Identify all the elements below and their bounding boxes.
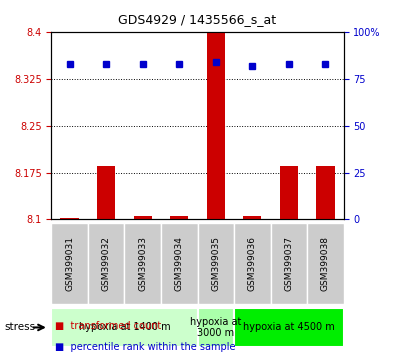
FancyBboxPatch shape (161, 223, 198, 304)
FancyBboxPatch shape (307, 223, 344, 304)
Bar (280, 166, 298, 219)
Text: ■  percentile rank within the sample: ■ percentile rank within the sample (55, 342, 236, 352)
Bar (316, 166, 335, 219)
Text: GSM399038: GSM399038 (321, 236, 330, 291)
FancyBboxPatch shape (198, 223, 234, 304)
FancyBboxPatch shape (234, 223, 271, 304)
Bar (207, 32, 225, 219)
FancyBboxPatch shape (51, 223, 88, 304)
Text: GSM399035: GSM399035 (211, 236, 220, 291)
Text: GSM399034: GSM399034 (175, 236, 184, 291)
Text: GSM399031: GSM399031 (65, 236, 74, 291)
Bar (170, 216, 188, 219)
FancyBboxPatch shape (124, 223, 161, 304)
Text: hypoxia at
3000 m: hypoxia at 3000 m (190, 316, 241, 338)
FancyBboxPatch shape (234, 308, 344, 347)
Bar (134, 216, 152, 219)
Text: ■  transformed count: ■ transformed count (55, 321, 162, 331)
Text: stress: stress (4, 322, 35, 332)
Bar (97, 166, 115, 219)
Text: GSM399036: GSM399036 (248, 236, 257, 291)
Text: GSM399032: GSM399032 (102, 236, 111, 291)
Bar (243, 216, 261, 219)
Text: hypoxia at 1400 m: hypoxia at 1400 m (79, 322, 170, 332)
Text: GSM399037: GSM399037 (284, 236, 293, 291)
Bar (60, 218, 79, 219)
Text: hypoxia at 4500 m: hypoxia at 4500 m (243, 322, 335, 332)
Text: GDS4929 / 1435566_s_at: GDS4929 / 1435566_s_at (118, 13, 276, 26)
FancyBboxPatch shape (198, 308, 234, 347)
Text: GSM399033: GSM399033 (138, 236, 147, 291)
FancyBboxPatch shape (51, 308, 198, 347)
FancyBboxPatch shape (271, 223, 307, 304)
FancyBboxPatch shape (88, 223, 124, 304)
